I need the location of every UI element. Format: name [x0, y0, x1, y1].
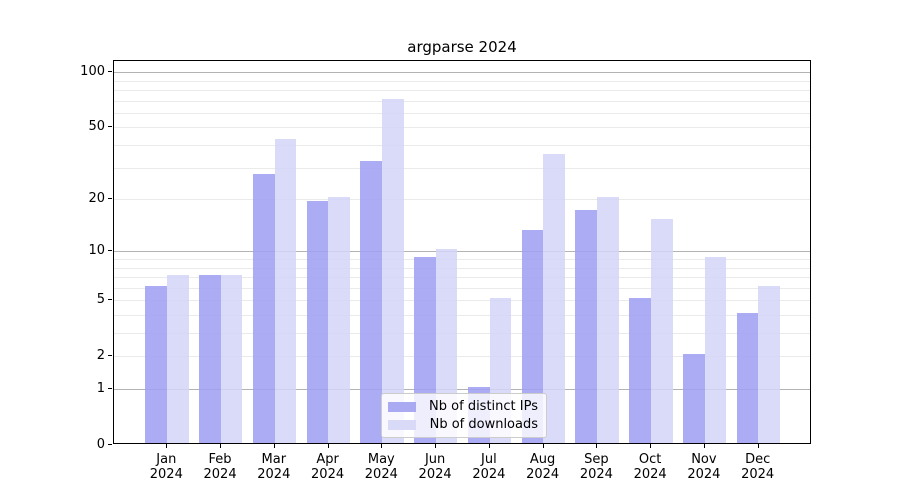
y-tick-mark: [108, 355, 112, 357]
bar-downloads-oct: [650, 219, 673, 443]
gridline-9: [114, 259, 810, 260]
bar-downloads-jan: [167, 275, 189, 443]
gridline-2: [114, 356, 810, 358]
x-tick-label-feb: Feb 2024: [203, 452, 237, 482]
bar-downloads-dec: [758, 285, 781, 443]
y-tick-mark: [108, 444, 112, 445]
y-tick-mark: [108, 71, 112, 73]
bar-downloads-apr: [328, 197, 350, 443]
gridline-5: [114, 300, 810, 302]
gridline-40: [114, 145, 810, 147]
x-tick-mark: [488, 444, 490, 448]
gridline-80: [114, 90, 810, 92]
grid-layer: [114, 61, 810, 443]
legend-swatch-downloads: [388, 419, 416, 430]
gridline-100: [114, 72, 810, 74]
x-tick-label-jan: Jan 2024: [149, 452, 183, 482]
x-tick-mark: [650, 444, 652, 448]
plot-area: Nb of distinct IPs Nb of downloads: [113, 60, 811, 444]
gridline-1: [114, 389, 810, 390]
x-tick-label-jun: Jun 2024: [418, 452, 452, 482]
x-tick-mark: [757, 444, 759, 448]
y-tick-label-10: 10: [88, 242, 105, 258]
x-tick-label-aug: Aug 2024: [526, 452, 560, 482]
legend-label-downloads: Nb of downloads: [429, 417, 538, 432]
x-tick-mark: [381, 444, 383, 448]
x-tick-mark: [542, 444, 544, 448]
bar-downloads-may: [382, 98, 404, 443]
y-tick-mark: [108, 126, 112, 128]
gridline-3: [114, 333, 810, 335]
x-tick-mark: [435, 444, 437, 448]
y-tick-label-50: 50: [88, 118, 105, 134]
bar-ips-aug: [521, 229, 544, 443]
bar-ips-oct: [629, 298, 651, 443]
gridline-8: [114, 267, 810, 269]
gridline-10: [114, 251, 810, 253]
bar-ips-mar: [252, 173, 275, 443]
x-tick-label-apr: Apr 2024: [311, 452, 345, 482]
x-tick-label-sep: Sep 2024: [579, 452, 613, 482]
x-tick-label-nov: Nov 2024: [687, 452, 721, 482]
x-tick-label-jul: Jul 2024: [472, 452, 506, 482]
gridline-6: [114, 287, 810, 289]
y-tick-label-1: 1: [96, 380, 105, 396]
legend-swatch-distinct-ips: [388, 401, 416, 412]
legend-label-distinct-ips: Nb of distinct IPs: [429, 399, 538, 414]
bar-ips-feb: [199, 275, 221, 443]
x-tick-mark: [220, 444, 222, 448]
gridline-90: [114, 80, 810, 82]
bar-ips-apr: [306, 201, 329, 443]
y-tick-mark: [108, 250, 112, 252]
bars-layer: [114, 61, 810, 443]
bar-downloads-feb: [220, 275, 243, 443]
chart-title: argparse 2024: [407, 38, 517, 56]
legend-item-distinct-ips: Nb of distinct IPs: [388, 399, 538, 414]
x-tick-mark: [327, 444, 329, 448]
bar-ips-jan: [145, 285, 167, 443]
y-tick-label-2: 2: [96, 347, 105, 363]
bar-ips-sep: [575, 209, 598, 443]
bar-ips-may: [360, 160, 383, 443]
bar-downloads-nov: [704, 257, 727, 443]
y-tick-mark: [108, 388, 112, 389]
x-tick-label-may: May 2024: [364, 452, 398, 482]
y-tick-label-0: 0: [96, 436, 105, 452]
x-tick-mark: [273, 444, 275, 448]
y-tick-mark: [108, 299, 112, 301]
y-tick-label-20: 20: [88, 190, 105, 206]
legend-item-downloads: Nb of downloads: [388, 417, 538, 432]
bar-downloads-mar: [274, 139, 297, 443]
gridline-70: [114, 100, 810, 102]
bar-ips-dec: [736, 313, 759, 443]
y-tick-label-100: 100: [80, 63, 105, 79]
y-tick-mark: [108, 198, 112, 200]
x-tick-label-oct: Oct 2024: [633, 452, 667, 482]
bar-downloads-sep: [597, 197, 619, 443]
bar-downloads-aug: [543, 153, 565, 443]
x-tick-mark: [596, 444, 598, 448]
y-tick-label-5: 5: [96, 291, 105, 307]
gridline-7: [114, 277, 810, 279]
gridline-20: [114, 199, 810, 201]
gridline-50: [114, 127, 810, 129]
x-tick-mark: [703, 444, 705, 448]
bar-ips-nov: [682, 354, 705, 443]
legend: Nb of distinct IPs Nb of downloads: [381, 393, 547, 438]
gridline-60: [114, 112, 810, 114]
gridline-30: [114, 167, 810, 169]
gridline-4: [114, 314, 810, 316]
x-tick-label-mar: Mar 2024: [257, 452, 291, 482]
x-tick-mark: [166, 444, 168, 448]
x-tick-label-dec: Dec 2024: [741, 452, 775, 482]
